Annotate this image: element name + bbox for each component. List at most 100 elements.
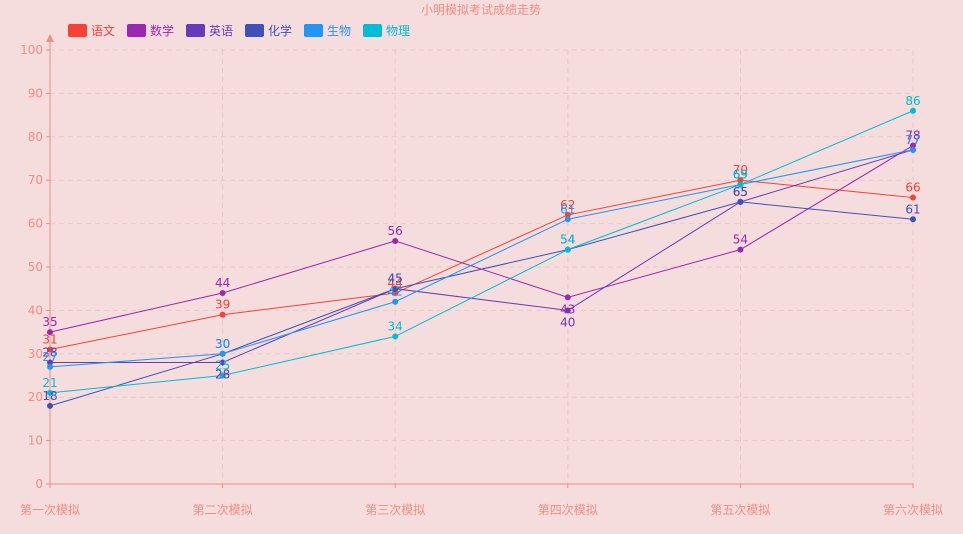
data-label: 56 — [388, 224, 403, 238]
data-point[interactable] — [47, 402, 53, 409]
data-label: 77 — [905, 133, 920, 147]
y-tick-label: 50 — [28, 260, 43, 274]
legend-swatch — [68, 24, 87, 37]
data-label: 25 — [215, 359, 230, 373]
data-label: 70 — [733, 163, 748, 177]
series-line — [50, 149, 914, 363]
legend-label: 英语 — [209, 24, 233, 38]
data-point[interactable] — [564, 211, 571, 218]
data-label: 31 — [42, 332, 57, 346]
data-point[interactable] — [737, 181, 744, 188]
y-tick-label: 90 — [28, 86, 43, 100]
y-tick-label: 70 — [28, 173, 43, 187]
grid — [50, 49, 914, 484]
y-tick-label: 60 — [28, 217, 43, 231]
y-tick-label: 80 — [28, 130, 43, 144]
data-label: 45 — [388, 272, 403, 286]
legend-item[interactable]: 英语 — [186, 24, 233, 38]
chart-title: 小明模拟考试成绩走势 — [421, 2, 541, 17]
data-point[interactable] — [564, 307, 571, 314]
y-tick-label: 10 — [28, 434, 43, 448]
data-point[interactable] — [564, 246, 571, 253]
legend: 语文 数学 英语 化学 生物 物理 — [68, 23, 410, 38]
legend-item[interactable]: 物理 — [363, 24, 410, 38]
legend-label: 化学 — [268, 23, 292, 38]
data-point[interactable] — [392, 298, 399, 305]
data-label: 44 — [215, 276, 230, 290]
series-layer — [47, 107, 916, 409]
data-label: 62 — [560, 198, 575, 212]
data-point[interactable] — [392, 237, 399, 244]
legend-item[interactable]: 生物 — [304, 24, 351, 38]
legend-item[interactable]: 数学 — [127, 23, 174, 38]
data-point[interactable] — [219, 350, 226, 357]
data-point[interactable] — [737, 198, 744, 205]
x-tick-label: 第四次模拟 — [538, 503, 598, 517]
x-tick-label: 第二次模拟 — [193, 503, 253, 517]
legend-swatch — [304, 24, 323, 37]
x-tick-label: 第一次模拟 — [20, 503, 80, 517]
x-tick-label: 第三次模拟 — [365, 503, 425, 517]
data-point[interactable] — [219, 311, 226, 318]
data-point[interactable] — [47, 329, 53, 336]
data-point[interactable] — [910, 107, 916, 114]
data-point[interactable] — [737, 177, 744, 184]
data-label: 42 — [388, 285, 403, 299]
y-tick-label: 0 — [35, 477, 43, 491]
y-tick-label: 100 — [20, 43, 43, 57]
data-label: 18 — [42, 389, 57, 403]
data-point[interactable] — [47, 346, 53, 353]
legend-swatch — [245, 24, 264, 37]
data-point[interactable] — [219, 359, 226, 366]
data-label: 54 — [560, 233, 575, 247]
data-label: 65 — [733, 185, 748, 199]
data-labels: 31 39 44 62 70 66 35 44 56 43 54 78 28 28 45 40 65 77 18 30… — [42, 94, 920, 403]
series-line — [49, 201, 914, 407]
y-tick-label: 20 — [28, 390, 43, 404]
data-point[interactable] — [219, 290, 226, 297]
data-point[interactable] — [910, 146, 916, 153]
data-point[interactable] — [910, 142, 916, 149]
data-point[interactable] — [910, 216, 916, 223]
data-label: 69 — [733, 168, 748, 182]
series-line — [49, 110, 914, 394]
data-point[interactable] — [392, 333, 399, 340]
data-point[interactable] — [392, 285, 399, 292]
data-point[interactable] — [392, 290, 399, 297]
data-label: 30 — [215, 337, 230, 351]
data-label: 77 — [905, 133, 920, 147]
data-label: 39 — [215, 298, 230, 312]
legend-label: 数学 — [150, 23, 174, 38]
y-tick-label: 40 — [28, 303, 43, 317]
data-point[interactable] — [737, 246, 744, 253]
data-point[interactable] — [910, 194, 916, 201]
data-label: 21 — [42, 376, 57, 390]
data-label: 35 — [42, 315, 57, 329]
legend-swatch — [363, 24, 382, 37]
series-line — [49, 149, 914, 368]
legend-item[interactable]: 化学 — [245, 23, 292, 38]
series-line — [49, 145, 914, 333]
data-label: 61 — [560, 202, 575, 216]
legend-swatch — [127, 24, 146, 37]
data-label: 69 — [733, 168, 748, 182]
legend-item[interactable]: 语文 — [68, 23, 115, 38]
data-label: 30 — [215, 337, 230, 351]
data-point[interactable] — [47, 389, 53, 396]
legend-label: 生物 — [327, 24, 351, 38]
data-point[interactable] — [47, 359, 53, 366]
data-label: 78 — [905, 128, 920, 142]
legend-label: 语文 — [91, 23, 115, 38]
data-label: 65 — [733, 185, 748, 199]
data-point[interactable] — [564, 294, 571, 301]
y-axis-arrow — [46, 34, 54, 42]
data-label: 40 — [560, 315, 575, 329]
data-point[interactable] — [47, 363, 53, 370]
y-tick-label: 30 — [28, 347, 43, 361]
data-point[interactable] — [564, 216, 571, 223]
legend-label: 物理 — [386, 24, 410, 38]
data-point[interactable] — [219, 372, 226, 379]
series-line — [49, 179, 914, 350]
